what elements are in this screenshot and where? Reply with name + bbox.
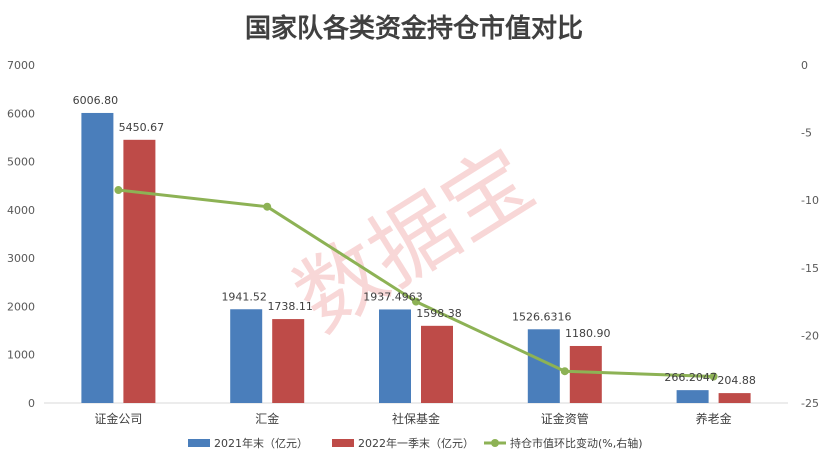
bar xyxy=(379,309,411,403)
bar xyxy=(230,309,263,403)
bar-value-label: 5450.67 xyxy=(119,121,165,134)
bar-value-label: 1738.11 xyxy=(267,300,313,313)
bar-value-label: 204.88 xyxy=(717,374,756,387)
axes: 0 1000 2000 3000 4000 5000 6000 7000 0 -5 -10 -15 -2… xyxy=(7,59,819,426)
bar xyxy=(81,112,114,404)
left-tick-label: 0 xyxy=(28,397,35,410)
bar-value-label: 266.2047 xyxy=(664,371,717,384)
legend-marker xyxy=(491,439,499,447)
legend: 2021年末（亿元） 2022年一季末（亿元） 持仓市值环比变动(%,右轴) xyxy=(188,436,643,450)
line-series xyxy=(114,186,718,381)
bar-value-label: 1180.90 xyxy=(565,327,611,340)
data-labels: 6006.80 1941.52 1937.4963 1526.6316 266.2047… xyxy=(73,94,756,387)
line-point xyxy=(560,367,569,376)
left-tick-label: 6000 xyxy=(7,107,35,120)
bar-value-label: 1941.52 xyxy=(221,290,267,303)
legend-swatch xyxy=(188,439,210,447)
bar xyxy=(272,319,305,403)
bar xyxy=(676,390,709,403)
category-label: 证金资管 xyxy=(541,411,589,426)
bar-value-label: 1526.6316 xyxy=(512,310,572,323)
category-label: 证金公司 xyxy=(94,411,142,426)
right-tick-label: -20 xyxy=(801,329,819,342)
category-label: 社保基金 xyxy=(392,411,440,426)
right-tick-label: -5 xyxy=(801,127,812,140)
legend-label: 2022年一季末（亿元） xyxy=(358,436,474,450)
line-point xyxy=(709,372,718,381)
bar xyxy=(569,345,602,403)
right-tick-label: -25 xyxy=(801,397,819,410)
bar-value-label: 1937.4963 xyxy=(363,290,423,303)
category-label: 养老金 xyxy=(696,411,732,426)
chart-title: 国家队各类资金持仓市值对比 xyxy=(245,13,583,44)
legend-swatch xyxy=(332,439,354,447)
bars xyxy=(81,112,751,404)
left-tick-label: 3000 xyxy=(7,252,35,265)
bar-value-label: 1598.38 xyxy=(416,307,462,320)
left-tick-label: 7000 xyxy=(7,59,35,72)
left-tick-label: 5000 xyxy=(7,156,35,169)
left-tick-label: 2000 xyxy=(7,300,35,313)
legend-label: 持仓市值环比变动(%,右轴) xyxy=(510,436,643,450)
right-tick-label: -10 xyxy=(801,194,819,207)
category-label: 汇金 xyxy=(255,411,279,426)
legend-label: 2021年末（亿元） xyxy=(214,436,308,450)
bar-value-label: 6006.80 xyxy=(73,94,119,107)
line-point xyxy=(412,297,420,306)
right-tick-label: -15 xyxy=(801,262,819,275)
bar xyxy=(421,325,453,403)
bar xyxy=(123,139,156,404)
right-tick-label: 0 xyxy=(801,59,808,72)
line-point xyxy=(114,186,123,195)
left-tick-label: 1000 xyxy=(7,349,35,362)
left-tick-label: 4000 xyxy=(7,204,35,217)
line-point xyxy=(263,202,272,211)
bar xyxy=(718,393,751,403)
